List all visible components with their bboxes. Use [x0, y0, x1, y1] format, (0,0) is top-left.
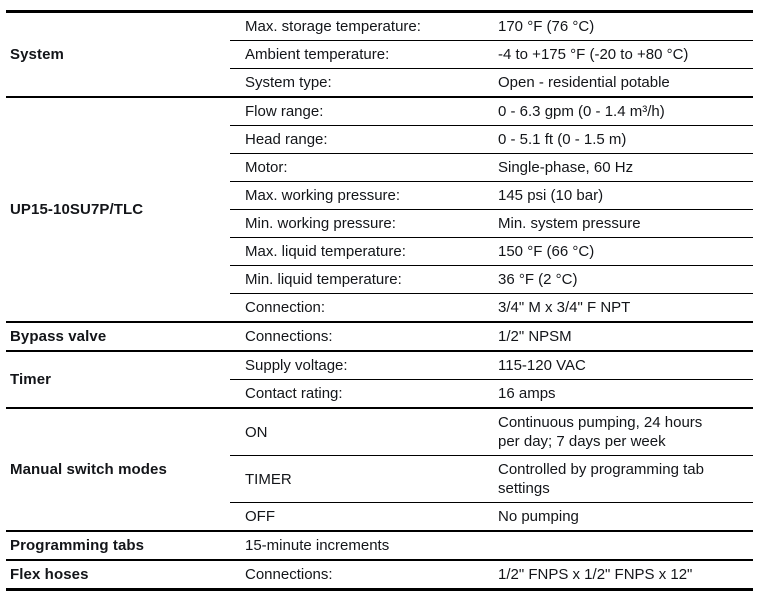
spec-label-cell: ON	[230, 408, 498, 456]
table-row: System Max. storage temperature: 170 °F …	[6, 11, 753, 98]
table-row: TIMER Controlled by programming tab sett…	[6, 455, 753, 503]
table-row: Contact rating: 16 amps	[6, 379, 753, 409]
spec-label-cell: Max. working pressure:	[230, 181, 498, 210]
spec-value-cell: Single-phase, 60 Hz	[498, 153, 753, 182]
table-row: Flex hoses Connections: 1/2" FNPS x 1/2"…	[6, 560, 753, 591]
table-row: Bypass valve Connections: 1/2" NPSM	[6, 322, 753, 352]
spec-value-cell: 36 °F (2 °C)	[498, 265, 753, 294]
table-row: Motor: Single-phase, 60 Hz	[6, 153, 753, 182]
spec-value-cell: 0 - 6.3 gpm (0 - 1.4 m³/h)	[498, 97, 753, 126]
table-row: Connection: 3/4" M x 3/4" F NPT	[6, 293, 753, 323]
table-row: OFF No pumping	[6, 502, 753, 532]
spec-value-cell: 170 °F (76 °C)	[498, 11, 753, 41]
table-row: Min. liquid temperature: 36 °F (2 °C)	[6, 265, 753, 294]
spec-value-cell: 115-120 VAC	[498, 351, 753, 380]
spec-label-cell: Connection:	[230, 293, 498, 323]
spec-label-cell: Contact rating:	[230, 379, 498, 409]
table-row: Head range: 0 - 5.1 ft (0 - 1.5 m)	[6, 125, 753, 154]
spec-category-cell: Flex hoses	[6, 560, 230, 591]
spec-category-cell: Bypass valve	[6, 322, 230, 352]
spec-label-cell: Connections:	[230, 560, 498, 591]
spec-value-cell: 1/2" FNPS x 1/2" FNPS x 12"	[498, 560, 753, 591]
table-row: UP15-10SU7P/TLC Flow range: 0 - 6.3 gpm …	[6, 97, 753, 323]
spec-value-cell: Continuous pumping, 24 hours per day; 7 …	[498, 408, 753, 456]
specifications-table: System Max. storage temperature: 170 °F …	[6, 10, 753, 591]
spec-value-cell: 0 - 5.1 ft (0 - 1.5 m)	[498, 125, 753, 154]
spec-value-cell	[498, 531, 753, 561]
spec-label-cell: Motor:	[230, 153, 498, 182]
spec-value-cell: Controlled by programming tab settings	[498, 455, 753, 503]
spec-label-cell: Supply voltage:	[230, 351, 498, 380]
spec-label-cell: Min. working pressure:	[230, 209, 498, 238]
spec-value-cell: Open - residential potable	[498, 68, 753, 98]
spec-category-cell: Programming tabs	[6, 531, 230, 561]
spec-value-cell: 150 °F (66 °C)	[498, 237, 753, 266]
spec-label-cell: TIMER	[230, 455, 498, 503]
spec-value-cell: -4 to +175 °F (-20 to +80 °C)	[498, 40, 753, 69]
spec-label-cell: Min. liquid temperature:	[230, 265, 498, 294]
spec-category-cell: Timer	[6, 351, 230, 409]
spec-label-cell: Max. storage temperature:	[230, 11, 498, 41]
table-row: Programming tabs 15-minute increments	[6, 531, 753, 561]
spec-value-cell: No pumping	[498, 502, 753, 532]
spec-category-cell: System	[6, 11, 230, 98]
spec-value-cell: 3/4" M x 3/4" F NPT	[498, 293, 753, 323]
spec-label-cell: 15-minute increments	[230, 531, 498, 561]
table-row: Min. working pressure: Min. system press…	[6, 209, 753, 238]
table-row: System type: Open - residential potable	[6, 68, 753, 98]
spec-value-cell: 1/2" NPSM	[498, 322, 753, 352]
spec-category-cell: UP15-10SU7P/TLC	[6, 97, 230, 323]
table-row: Max. working pressure: 145 psi (10 bar)	[6, 181, 753, 210]
spec-label-cell: Connections:	[230, 322, 498, 352]
table-row: Max. liquid temperature: 150 °F (66 °C)	[6, 237, 753, 266]
spec-label-cell: OFF	[230, 502, 498, 532]
spec-value-cell: 16 amps	[498, 379, 753, 409]
spec-label-cell: Flow range:	[230, 97, 498, 126]
table-row: Timer Supply voltage: 115-120 VAC	[6, 351, 753, 409]
spec-label-cell: Ambient temperature:	[230, 40, 498, 69]
table-row: Manual switch modes ON Continuous pumpin…	[6, 408, 753, 532]
spec-label-cell: Head range:	[230, 125, 498, 154]
spec-value-cell: Min. system pressure	[498, 209, 753, 238]
spec-label-cell: System type:	[230, 68, 498, 98]
spec-label-cell: Max. liquid temperature:	[230, 237, 498, 266]
spec-category-cell: Manual switch modes	[6, 408, 230, 532]
table-row: Ambient temperature: -4 to +175 °F (-20 …	[6, 40, 753, 69]
spec-value-cell: 145 psi (10 bar)	[498, 181, 753, 210]
